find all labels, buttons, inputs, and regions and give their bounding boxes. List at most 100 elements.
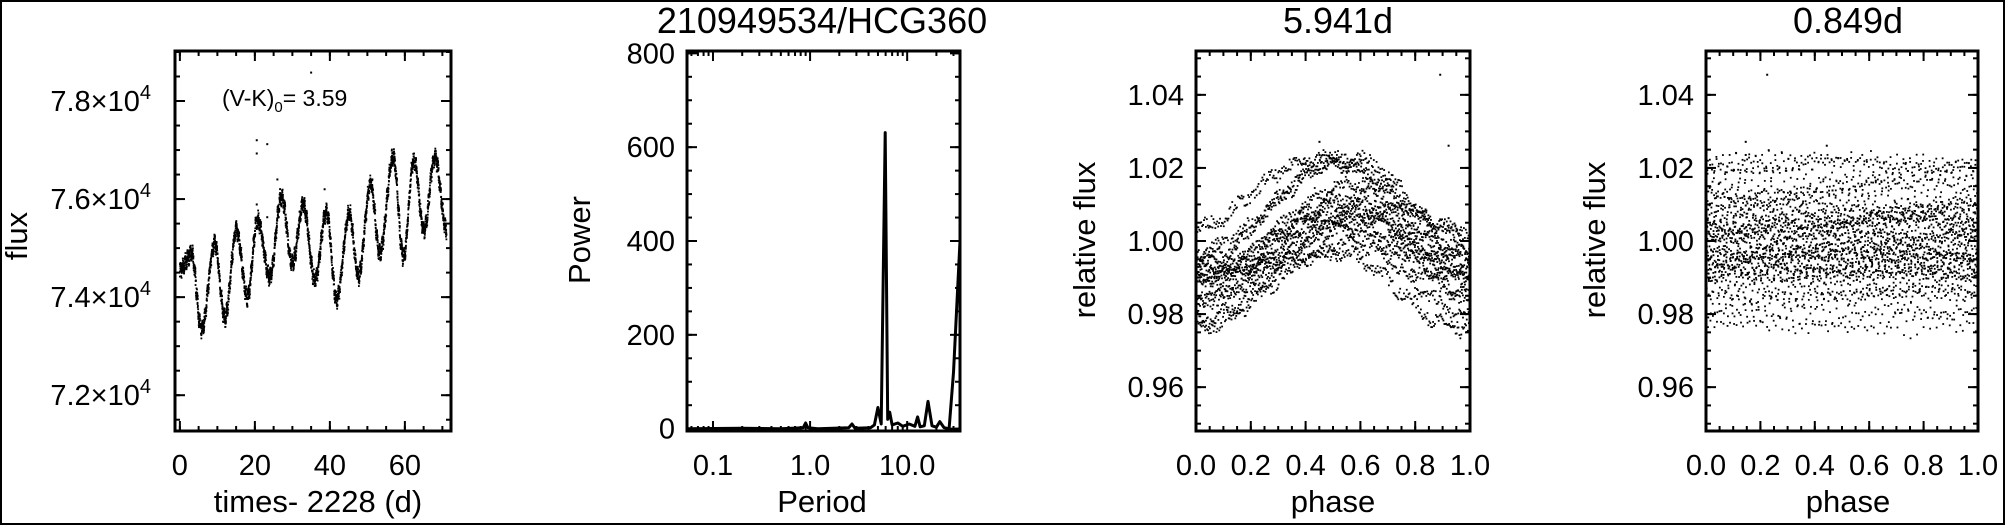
data-point: [251, 266, 254, 269]
data-point: [1209, 327, 1211, 330]
data-point: [424, 215, 427, 218]
data-point: [1364, 230, 1367, 232]
data-point: [271, 271, 273, 274]
data-point: [1427, 324, 1430, 327]
data-point: [403, 256, 406, 259]
data-point: [378, 244, 381, 247]
data-point: [194, 279, 197, 282]
data-point: [355, 267, 358, 270]
data-point: [374, 227, 377, 230]
data-point: [385, 214, 388, 217]
data-point: [308, 237, 311, 240]
data-point: [1281, 236, 1284, 239]
data-point: [444, 219, 447, 222]
data-point: [1284, 270, 1287, 273]
data-point: [441, 201, 444, 204]
data-point: [1280, 270, 1283, 273]
data-point: [1351, 230, 1354, 233]
data-point: [290, 259, 293, 262]
data-point: [224, 321, 226, 324]
data-point: [1455, 332, 1458, 335]
data-point: [1395, 295, 1398, 298]
data-point: [401, 249, 404, 252]
data-point: [1291, 253, 1294, 255]
data-point: [1403, 259, 1406, 262]
outlier-point: [323, 188, 326, 191]
data-point: [1196, 302, 1199, 305]
data-point: [1457, 326, 1460, 329]
data-point: [404, 245, 407, 248]
data-point: [333, 298, 336, 301]
data-point: [325, 211, 328, 214]
x-tick-label: 1.0: [1450, 450, 1490, 482]
data-point: [1329, 226, 1331, 229]
data-point: [1310, 242, 1313, 245]
data-point: [1294, 261, 1297, 264]
data-point: [1388, 261, 1391, 264]
data-point: [218, 270, 221, 273]
data-point: [212, 243, 214, 246]
data-point: [1462, 316, 1464, 319]
data-point: [209, 266, 212, 269]
data-point: [1414, 273, 1417, 276]
data-point: [1422, 278, 1425, 280]
data-point: [442, 213, 445, 216]
data-point: [1352, 245, 1355, 248]
data-point: [1440, 287, 1443, 290]
data-point: [322, 211, 325, 214]
data-point: [1268, 284, 1271, 287]
data-point: [1307, 223, 1310, 226]
data-point: [1343, 256, 1346, 258]
data-point: [1295, 254, 1298, 256]
data-point: [1337, 254, 1339, 257]
data-point: [1408, 259, 1411, 262]
data-point: [1449, 324, 1451, 327]
data-point: [1353, 233, 1356, 236]
data-point: [309, 254, 312, 257]
data-point: [1465, 324, 1467, 327]
data-point: [409, 180, 412, 183]
data-point: [189, 247, 192, 249]
data-point: [376, 244, 379, 247]
data-point: [262, 240, 265, 242]
data-point: [420, 210, 423, 213]
data-point: [335, 295, 338, 298]
data-point: [1382, 236, 1385, 238]
data-point: [1231, 304, 1234, 307]
data-point: [397, 205, 400, 207]
data-point: [424, 227, 427, 230]
data-point: [243, 285, 246, 288]
data-point: [396, 184, 399, 186]
y-tick-exponent: 4: [140, 82, 151, 104]
data-point: [1459, 309, 1462, 312]
data-point: [201, 322, 204, 325]
data-point: [264, 254, 267, 256]
data-point: [225, 321, 227, 324]
data-point: [357, 270, 360, 273]
data-point: [316, 272, 319, 275]
data-point: [421, 224, 424, 227]
data-point: [248, 294, 251, 297]
data-point: [1466, 331, 1468, 333]
data-point: [292, 269, 295, 272]
data-point: [1217, 267, 1220, 270]
data-point: [422, 223, 425, 226]
data-point: [421, 222, 423, 224]
data-point: [230, 271, 232, 274]
data-point: [307, 242, 310, 245]
data-point: [1447, 291, 1450, 294]
data-point: [438, 179, 441, 181]
data-point: [180, 276, 183, 279]
data-point: [1359, 223, 1361, 226]
data-point: [377, 249, 380, 251]
data-point: [1450, 320, 1453, 323]
data-point: [1328, 235, 1331, 238]
data-point: [242, 279, 245, 281]
data-point: [1372, 241, 1375, 244]
data-point: [1384, 267, 1387, 270]
data-point: [1435, 276, 1438, 279]
data-point: [324, 219, 327, 222]
data-point: [241, 267, 243, 270]
data-point: [208, 277, 211, 280]
data-point: [1223, 303, 1226, 306]
